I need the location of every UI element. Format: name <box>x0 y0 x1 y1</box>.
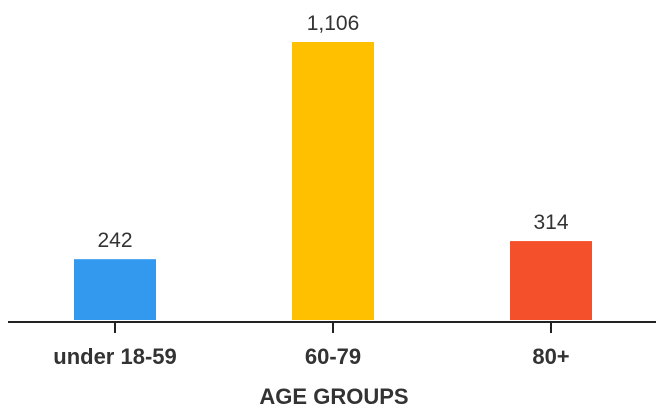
value-label-0: 242 <box>97 229 132 252</box>
value-labels-group: 242 1,106 314 <box>97 12 568 252</box>
bar-0 <box>74 259 156 320</box>
bar-2 <box>510 241 592 320</box>
value-label-1: 1,106 <box>307 12 360 35</box>
x-axis-tick-labels-group: under 18-59 60-79 80+ <box>53 344 569 369</box>
x-axis-ticks-group <box>114 322 552 333</box>
value-label-2: 314 <box>533 211 568 234</box>
bar-1 <box>292 42 374 320</box>
x-tick-label-0: under 18-59 <box>53 344 177 369</box>
x-tick-label-1: 60-79 <box>305 344 361 369</box>
x-tick-label-2: 80+ <box>532 344 569 369</box>
x-axis-title: AGE GROUPS <box>259 384 408 409</box>
bars-group <box>74 42 592 320</box>
